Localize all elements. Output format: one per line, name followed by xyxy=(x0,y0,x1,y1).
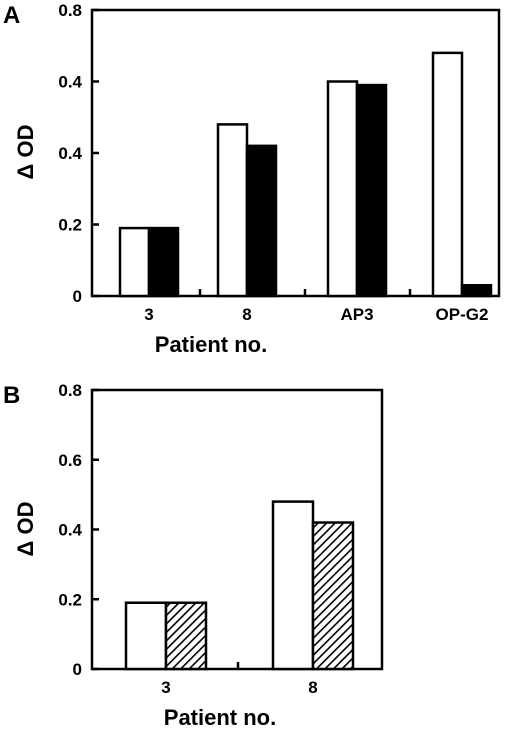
y-tick-label: 0.8 xyxy=(58,381,82,400)
bar-series-1 xyxy=(118,226,151,298)
bar-series-2 xyxy=(460,284,493,298)
bar-series-2 xyxy=(164,601,208,671)
panel-a-label: A xyxy=(3,2,20,29)
y-tick-label: 0.8 xyxy=(58,1,82,20)
y-tick-label: 0.4 xyxy=(58,144,82,163)
x-tick-label: OP-G2 xyxy=(436,305,489,324)
bar-series-2 xyxy=(147,226,180,298)
panel-b-y-ticks: 0 0.2 0.4 0.6 0.8 xyxy=(58,381,99,679)
y-tick-label: 0.2 xyxy=(58,216,82,235)
y-tick-label: 0.4 xyxy=(58,521,82,540)
bar-series-1 xyxy=(431,51,464,298)
bar-series-1 xyxy=(216,123,249,298)
bar-series-2 xyxy=(355,83,388,298)
y-tick-label: 0 xyxy=(73,287,82,306)
x-tick-label: AP3 xyxy=(340,305,373,324)
x-tick-label: 3 xyxy=(144,305,153,324)
y-tick-label: 0 xyxy=(73,660,82,679)
y-tick-label: 0.4 xyxy=(58,73,82,92)
y-tick-label: 0.6 xyxy=(58,451,82,470)
y-tick-label: 0.2 xyxy=(58,590,82,609)
x-tick-label: 8 xyxy=(242,305,251,324)
bar-series-1 xyxy=(124,601,168,671)
panel-a-y-ticks: 0 0.2 0.4 0.4 0.8 xyxy=(58,1,99,306)
panel-b-label: B xyxy=(3,382,20,409)
x-tick-label: 3 xyxy=(161,678,170,697)
panel-a-y-axis-title: Δ OD xyxy=(13,125,38,180)
bar-series-2 xyxy=(311,521,355,671)
bar-series-2 xyxy=(245,144,278,298)
bar-series-1 xyxy=(271,500,315,671)
panel-a: A 0 0.2 0.4 0.4 0.8 3 8 AP3 OP-G2 Δ OD Patient … xyxy=(3,1,501,357)
bar-series-1 xyxy=(326,80,359,298)
panel-a-bars xyxy=(118,51,493,298)
x-tick-label: 8 xyxy=(308,678,317,697)
panel-a-x-axis-title: Patient no. xyxy=(155,332,267,357)
panel-b-y-axis-title: Δ OD xyxy=(13,502,38,557)
panel-a-x-ticks: 3 8 AP3 OP-G2 xyxy=(144,289,488,324)
panel-b-bars xyxy=(124,500,355,671)
panel-b-x-axis-title: Patient no. xyxy=(164,705,276,729)
